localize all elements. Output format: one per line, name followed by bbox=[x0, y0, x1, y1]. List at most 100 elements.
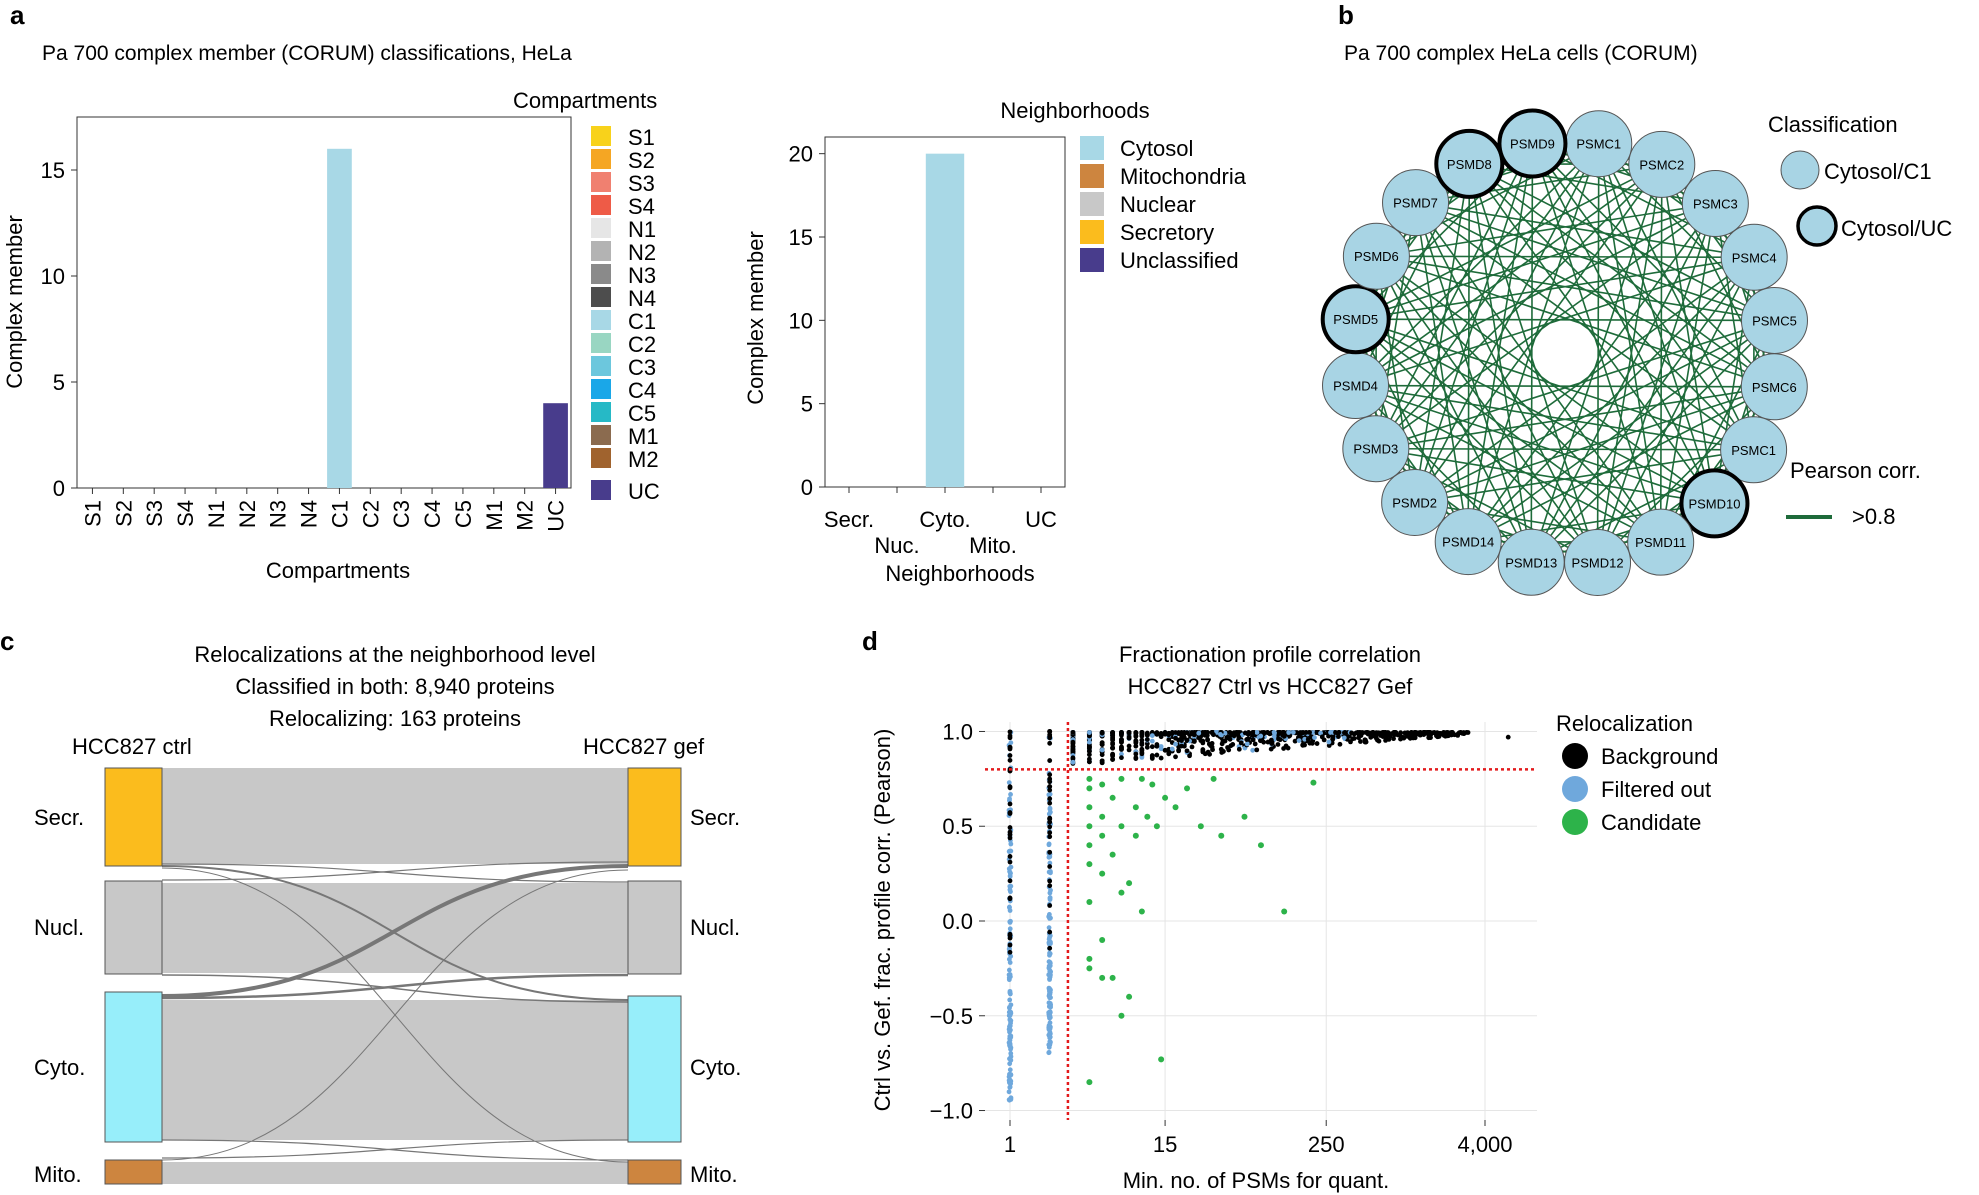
node-right-cyto bbox=[627, 995, 682, 1143]
right-label-nucl: Nucl. bbox=[690, 915, 740, 940]
background-point bbox=[1269, 741, 1275, 746]
edge bbox=[1467, 319, 1775, 543]
legend-label-m1: M1 bbox=[628, 424, 659, 449]
background-point bbox=[1419, 731, 1425, 737]
y-tick-label: 10 bbox=[41, 264, 65, 289]
node-label: PSMD12 bbox=[1572, 555, 1624, 570]
background-point bbox=[1303, 730, 1309, 735]
node-label: PSMD14 bbox=[1442, 535, 1494, 550]
filtered-point bbox=[1254, 730, 1260, 735]
candidate-point bbox=[1126, 993, 1133, 1000]
edge bbox=[1376, 255, 1775, 322]
node-psmd6 bbox=[1342, 222, 1410, 290]
background-point bbox=[1007, 878, 1013, 884]
background-point bbox=[1297, 732, 1303, 737]
background-point bbox=[1184, 737, 1190, 743]
node-label: PSMD13 bbox=[1505, 555, 1557, 570]
edge bbox=[1375, 447, 1754, 451]
flow-nucl-cyto bbox=[161, 974, 629, 1003]
candidate-point bbox=[1184, 785, 1191, 792]
flow-secr-secr bbox=[162, 768, 628, 864]
background-point bbox=[1363, 739, 1369, 745]
background-point bbox=[1351, 731, 1357, 737]
edge bbox=[1415, 201, 1775, 388]
neighborhoods-bar-chart: 0 5 10 15 20 Secr.Nuc.Cyto.Mito. UC Complex m… bbox=[743, 98, 1247, 586]
x-tick-label: N4 bbox=[297, 500, 322, 528]
background-point bbox=[1258, 738, 1263, 744]
x-tick-label: N2 bbox=[235, 500, 260, 528]
node-label: PSMD4 bbox=[1333, 379, 1378, 394]
background-point bbox=[1162, 730, 1168, 735]
filtered-point bbox=[1046, 925, 1052, 931]
filtered-point bbox=[1047, 916, 1053, 921]
x-tick-label: UC bbox=[544, 500, 569, 532]
background-point bbox=[1144, 737, 1150, 742]
background-point bbox=[1126, 730, 1132, 735]
edge bbox=[1597, 143, 1662, 543]
edge bbox=[1355, 384, 1715, 505]
background-point bbox=[1228, 743, 1234, 749]
background-point bbox=[1070, 746, 1076, 752]
filtered-point bbox=[1006, 1013, 1012, 1019]
background-point bbox=[1358, 739, 1363, 744]
background-point bbox=[1441, 730, 1447, 735]
x-tick-label: C3 bbox=[389, 500, 414, 528]
background-point bbox=[1144, 741, 1150, 747]
node-label: PSMD8 bbox=[1447, 157, 1492, 172]
legend-label-s4: S4 bbox=[628, 194, 655, 219]
background-point bbox=[1086, 756, 1092, 762]
plot-frame bbox=[76, 116, 572, 489]
sankey-nodes bbox=[104, 767, 682, 1185]
sankey-main-flows bbox=[162, 768, 628, 1184]
edge bbox=[1354, 143, 1600, 387]
filtered-point bbox=[1086, 739, 1092, 745]
background-point bbox=[1187, 753, 1192, 759]
edge bbox=[1467, 256, 1755, 543]
filtered-point bbox=[1008, 1020, 1013, 1026]
edge bbox=[1468, 163, 1775, 388]
x-axis-label: Neighborhoods bbox=[885, 561, 1034, 586]
background-point bbox=[1047, 878, 1053, 884]
node-label: PSMC4 bbox=[1732, 250, 1777, 265]
background-point bbox=[1047, 945, 1053, 951]
candidate-point bbox=[1118, 775, 1125, 782]
edge bbox=[1413, 143, 1600, 503]
flow-secr-nucl bbox=[161, 863, 629, 883]
edge bbox=[1376, 202, 1716, 257]
filtered-point bbox=[1007, 988, 1013, 994]
edge bbox=[1355, 318, 1754, 451]
sankey-title-line-3: Relocalizing: 163 proteins bbox=[269, 706, 521, 731]
background-point bbox=[1333, 730, 1338, 735]
filtered-point bbox=[1008, 1057, 1014, 1063]
filtered-point bbox=[1047, 1029, 1053, 1035]
background-point bbox=[1261, 730, 1267, 735]
flow-mito-mito bbox=[162, 1162, 628, 1184]
candidate-point bbox=[1126, 880, 1133, 887]
x-axis-label: Min. no. of PSMs for quant. bbox=[1123, 1168, 1390, 1193]
edge-legend-title: Pearson corr. bbox=[1790, 458, 1921, 483]
edge bbox=[1355, 384, 1775, 388]
sankey-right-label: HCC827 gef bbox=[583, 734, 705, 759]
edge bbox=[1530, 143, 1534, 563]
background-point bbox=[1227, 736, 1233, 742]
legend-label-uc: UC bbox=[628, 479, 660, 504]
edge bbox=[1375, 255, 1532, 563]
candidate-point bbox=[1144, 813, 1151, 820]
background-point bbox=[1007, 931, 1013, 937]
candidate-point bbox=[1099, 936, 1106, 943]
legend-swatch-s4 bbox=[591, 195, 611, 215]
filtered-point bbox=[1006, 967, 1012, 973]
background-point bbox=[1387, 731, 1393, 737]
background-point bbox=[1191, 739, 1197, 744]
background-point bbox=[1158, 731, 1164, 736]
background-point bbox=[1367, 731, 1372, 737]
background-point bbox=[1007, 735, 1013, 741]
filtered-point bbox=[1302, 736, 1308, 742]
left-label-mito: Mito. bbox=[34, 1162, 82, 1187]
background-point bbox=[1119, 744, 1124, 750]
filtered-point bbox=[1196, 730, 1202, 736]
background-point bbox=[1070, 739, 1076, 745]
y-tick-label: 10 bbox=[789, 308, 813, 333]
filtered-point bbox=[1272, 730, 1278, 736]
background-point bbox=[1070, 730, 1076, 735]
